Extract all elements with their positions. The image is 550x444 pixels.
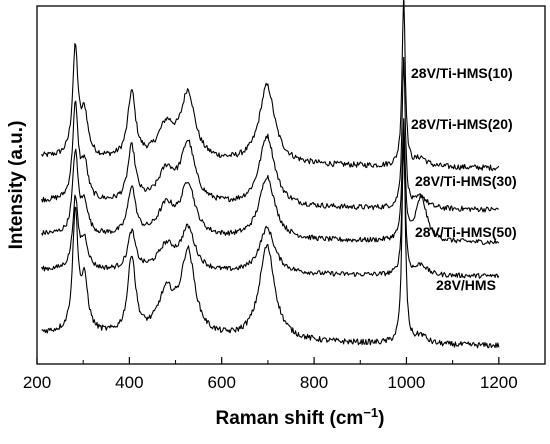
series-labels: 28V/Ti-HMS(10) 28V/Ti-HMS(20) 28V/Ti-HMS(3…: [411, 65, 517, 293]
spectrum-line-4: [41, 122, 500, 349]
x-tick-label-1000: 1000: [388, 373, 426, 392]
spectrum-line-0: [41, 0, 500, 172]
x-ticks: [36, 357, 546, 364]
x-tick-labels: 200 400 600 800 1000 1200: [23, 373, 518, 392]
plot-frame: [36, 5, 546, 365]
spectra-group: [41, 0, 500, 349]
x-tick-label-600: 600: [208, 373, 236, 392]
x-axis-label-text: Raman shift (cm: [216, 408, 364, 429]
spectrum-line-3: [41, 139, 500, 279]
series-label-4: 28V/HMS: [436, 277, 496, 293]
x-axis-label-end: ): [378, 408, 384, 429]
x-tick-label-1200: 1200: [480, 373, 518, 392]
x-tick-label-400: 400: [115, 373, 143, 392]
x-axis-label-sup: −1: [363, 405, 378, 420]
series-label-0: 28V/Ti-HMS(10): [411, 65, 513, 81]
x-tick-label-800: 800: [300, 373, 328, 392]
series-label-3: 28V/Ti-HMS(50): [415, 224, 517, 240]
y-axis-label: Intensity (a.u.): [6, 121, 27, 250]
spectrum-line-2: [41, 118, 500, 246]
x-axis-label: Raman shift (cm−1): [216, 405, 385, 429]
series-label-1: 28V/Ti-HMS(20): [411, 116, 513, 132]
series-label-2: 28V/Ti-HMS(30): [415, 173, 517, 189]
x-tick-label-200: 200: [23, 373, 51, 392]
